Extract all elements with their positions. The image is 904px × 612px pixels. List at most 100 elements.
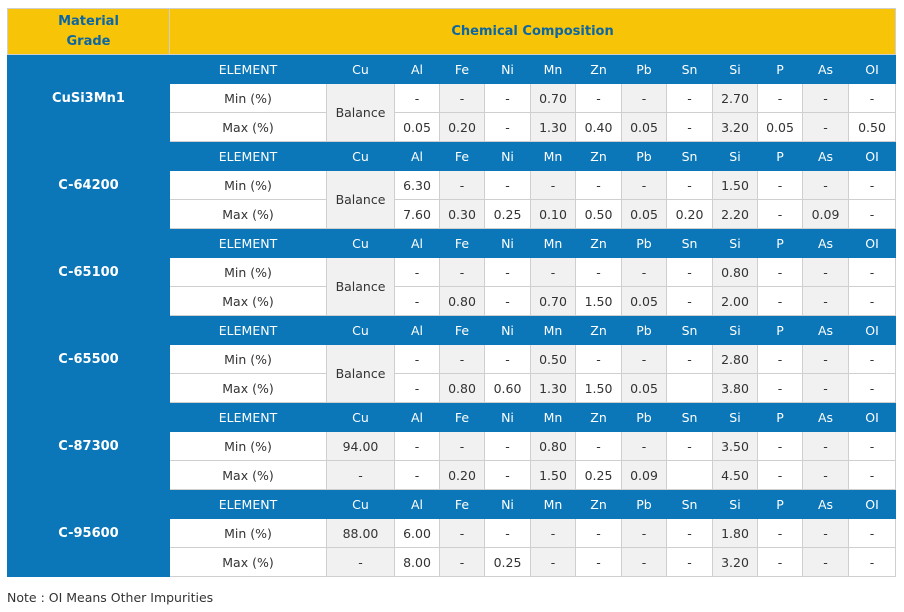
max-row: Max (%) - -0.20-1.50 0.25 0.09 4.50- - - bbox=[8, 460, 897, 490]
element-header-row: C-87300 ELEMENT Cu Al Fe Ni Mn Zn Pb Sn Si P As OI bbox=[7, 402, 897, 490]
value-cell: 0.80 bbox=[439, 373, 485, 403]
element-symbol: Ni bbox=[484, 54, 531, 84]
value-cell: - bbox=[666, 83, 713, 113]
value-cell: 0.10 bbox=[530, 199, 576, 229]
element-symbol: OI bbox=[847, 489, 897, 519]
min-label: Min (%) bbox=[169, 170, 327, 200]
value-cell: - bbox=[757, 199, 803, 229]
value-cell: - bbox=[394, 257, 440, 287]
max-row: Max (%) -0.80-0.70 1.50 0.05-2.00- - - bbox=[8, 286, 897, 316]
value-cell: - bbox=[484, 518, 531, 548]
value-cell: 4.50 bbox=[712, 460, 758, 490]
value-cell: Balance bbox=[326, 83, 395, 142]
table-header-row: Material Grade Chemical Composition bbox=[7, 8, 897, 55]
material-grade-cell: C-65500 bbox=[7, 315, 170, 403]
material-grade-cell: C-65100 bbox=[7, 228, 170, 316]
element-symbol: Al bbox=[394, 315, 440, 345]
value-cell: 8.00 bbox=[394, 547, 440, 577]
element-symbol: P bbox=[757, 141, 803, 171]
element-symbol: Cu bbox=[326, 489, 395, 519]
value-cell: 0.70 bbox=[530, 286, 576, 316]
value-cell: - bbox=[847, 257, 897, 287]
value-cell: Balance bbox=[326, 344, 395, 403]
element-symbol: As bbox=[802, 54, 849, 84]
value-cell: - bbox=[484, 431, 531, 461]
element-symbol: Zn bbox=[575, 141, 622, 171]
value-cell: 3.80 bbox=[712, 373, 758, 403]
value-cell: Balance bbox=[326, 257, 395, 316]
element-symbol: Zn bbox=[575, 402, 622, 432]
element-symbol: Al bbox=[394, 402, 440, 432]
value-cell: - bbox=[847, 431, 897, 461]
value-cell: - bbox=[847, 344, 897, 374]
value-cell: - bbox=[666, 518, 713, 548]
value-cell: - bbox=[530, 518, 576, 548]
element-symbol: Pb bbox=[621, 315, 667, 345]
value-cell: - bbox=[484, 257, 531, 287]
element-symbol: Ni bbox=[484, 402, 531, 432]
element-symbol: Fe bbox=[439, 228, 485, 258]
value-cell: - bbox=[394, 286, 440, 316]
value-cell: 0.05 bbox=[394, 112, 440, 142]
value-cell: - bbox=[802, 431, 849, 461]
element-symbol: Si bbox=[712, 489, 758, 519]
element-symbol: Al bbox=[394, 141, 440, 171]
value-cell: 3.20 bbox=[712, 547, 758, 577]
max-row: Max (%) 7.60 0.30 0.25 0.10 0.50 0.05 0.20 2.20-… bbox=[8, 199, 897, 229]
value-cell: 6.30 bbox=[394, 170, 440, 200]
value-cell: - bbox=[326, 460, 395, 490]
value-cell: 1.30 bbox=[530, 112, 576, 142]
element-symbol: Sn bbox=[666, 141, 713, 171]
value-cell: - bbox=[394, 460, 440, 490]
value-cell: - bbox=[802, 344, 849, 374]
value-cell: - bbox=[621, 257, 667, 287]
value-cell: - bbox=[802, 83, 849, 113]
element-symbol: As bbox=[802, 141, 849, 171]
value-cell: - bbox=[757, 344, 803, 374]
value-cell: - bbox=[666, 431, 713, 461]
value-cell: 1.30 bbox=[530, 373, 576, 403]
value-cell: - bbox=[394, 83, 440, 113]
value-cell: - bbox=[802, 257, 849, 287]
footnote: Note : OI Means Other Impurities bbox=[7, 590, 214, 605]
min-row: Min (%) Balance 6.30- - - - - -1.50- - - bbox=[8, 170, 897, 229]
element-symbol: As bbox=[802, 228, 849, 258]
value-cell: - bbox=[621, 547, 667, 577]
value-cell: - bbox=[326, 547, 395, 577]
element-label: ELEMENT bbox=[169, 228, 327, 258]
value-cell: 0.20 bbox=[439, 112, 485, 142]
value-cell: - bbox=[575, 83, 622, 113]
element-symbol: Cu bbox=[326, 402, 395, 432]
value-cell: 88.00 bbox=[326, 518, 395, 548]
max-label: Max (%) bbox=[169, 547, 327, 577]
value-cell: - bbox=[621, 170, 667, 200]
element-symbol: OI bbox=[847, 315, 897, 345]
value-cell: 0.50 bbox=[530, 344, 576, 374]
value-cell: 0.05 bbox=[621, 286, 667, 316]
material-grade-cell: CuSi3Mn1 bbox=[7, 54, 170, 142]
element-symbol: P bbox=[757, 54, 803, 84]
value-cell: 6.00 bbox=[394, 518, 440, 548]
value-cell: - bbox=[439, 257, 485, 287]
max-row: Max (%) -0.80 0.60 1.30 1.50 0.05 3.80- - - bbox=[8, 373, 897, 403]
min-label: Min (%) bbox=[169, 257, 327, 287]
element-symbol: Zn bbox=[575, 315, 622, 345]
element-symbol: Cu bbox=[326, 315, 395, 345]
value-cell: - bbox=[621, 431, 667, 461]
element-symbol: Zn bbox=[575, 228, 622, 258]
element-label: ELEMENT bbox=[169, 141, 327, 171]
min-label: Min (%) bbox=[169, 431, 327, 461]
value-cell: - bbox=[439, 547, 485, 577]
value-cell: - bbox=[666, 112, 713, 142]
element-symbol: Pb bbox=[621, 54, 667, 84]
material-grade-cell: C-87300 bbox=[7, 402, 170, 490]
value-cell: 2.80 bbox=[712, 344, 758, 374]
element-label: ELEMENT bbox=[169, 54, 327, 84]
value-cell: - bbox=[484, 460, 531, 490]
element-symbol: Pb bbox=[621, 402, 667, 432]
element-symbol: OI bbox=[847, 141, 897, 171]
element-symbol: P bbox=[757, 228, 803, 258]
value-cell: 2.20 bbox=[712, 199, 758, 229]
element-header-row: C-64200 ELEMENT Cu Al Fe Ni Mn Zn Pb Sn Si P As OI bbox=[7, 141, 897, 229]
value-cell: - bbox=[666, 170, 713, 200]
